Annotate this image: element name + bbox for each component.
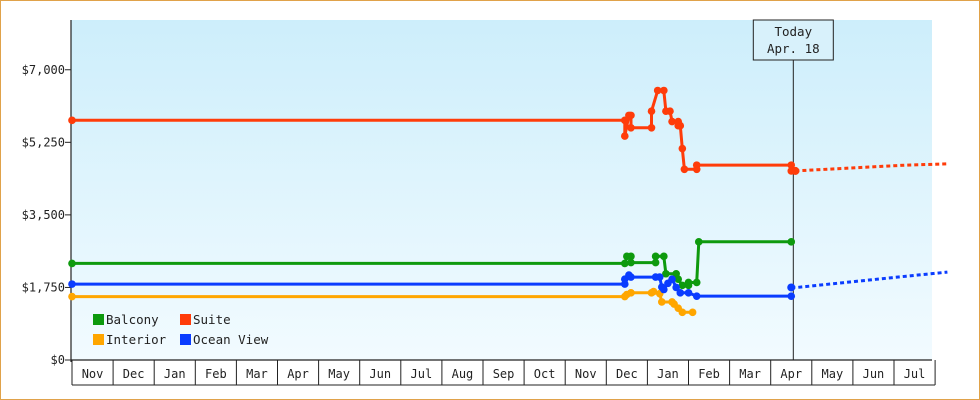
data-point-suite <box>666 107 674 116</box>
legend-label-ocean-view: Ocean View <box>193 332 269 347</box>
x-tick-label: Mar <box>246 367 268 381</box>
x-tick-label: Nov <box>575 367 597 381</box>
data-point-suite <box>668 117 676 126</box>
data-point-suite <box>627 111 635 120</box>
y-tick-label: $0 <box>51 353 65 367</box>
x-tick-label: Jun <box>863 367 885 381</box>
x-tick-label: Jun <box>369 367 391 381</box>
today-label: Today <box>774 24 812 39</box>
data-point-balcony <box>627 258 635 267</box>
x-tick-label: Jul <box>411 367 433 381</box>
data-point-suite <box>692 161 701 169</box>
data-point-interior <box>649 287 658 296</box>
x-tick-label: Aug <box>452 367 474 381</box>
data-point-interior <box>688 308 697 317</box>
legend-swatch-ocean-view <box>180 334 191 345</box>
data-point-balcony <box>684 278 693 287</box>
data-point-suite <box>680 165 689 174</box>
today-box <box>752 19 834 61</box>
data-point-ocean-view <box>655 273 664 281</box>
x-tick-label: Feb <box>205 367 227 381</box>
data-point-ocean-view <box>692 292 701 300</box>
legend-label-balcony: Balcony <box>106 312 159 327</box>
data-point-balcony <box>694 238 703 246</box>
data-point-ocean-view <box>672 283 680 292</box>
legend-swatch-interior <box>93 334 104 345</box>
y-tick-label: $7,000 <box>22 63 65 77</box>
data-point-ocean-view <box>787 283 796 292</box>
x-tick-label: Jan <box>164 367 186 381</box>
data-point-suite <box>653 86 662 95</box>
data-point-balcony <box>692 278 701 287</box>
data-point-balcony <box>662 269 670 278</box>
x-tick-label: Feb <box>698 367 720 381</box>
x-tick-label: Apr <box>780 367 802 381</box>
x-tick-label: Mar <box>739 367 761 381</box>
data-point-ocean-view <box>627 273 635 281</box>
legend-swatch-suite <box>180 314 191 325</box>
data-point-ocean-view <box>68 280 76 288</box>
data-point-suite <box>68 116 76 125</box>
data-point-suite <box>787 161 796 169</box>
series-projection-suite <box>795 162 948 173</box>
series-group <box>68 86 948 317</box>
data-point-interior <box>627 289 635 297</box>
data-point-interior <box>678 308 687 317</box>
data-point-ocean-view <box>684 289 693 297</box>
today-date: Apr. 18 <box>767 41 820 56</box>
y-tick-label: $3,500 <box>22 208 65 222</box>
x-tick-label: May <box>822 367 844 381</box>
data-point-balcony <box>627 252 635 261</box>
data-point-ocean-view <box>787 292 796 300</box>
x-tick-label: Nov <box>82 367 104 381</box>
x-tick-label: Oct <box>534 367 556 381</box>
data-point-balcony <box>787 238 796 246</box>
data-point-suite <box>647 107 656 116</box>
data-point-balcony <box>68 259 76 268</box>
y-tick-label: $5,250 <box>22 135 65 149</box>
legend: Balcony Suite Interior Ocean View <box>93 312 269 347</box>
data-point-ocean-view <box>676 289 685 297</box>
data-point-suite <box>791 166 800 175</box>
data-point-ocean-view <box>660 285 668 294</box>
x-tick-label: Sep <box>493 367 515 381</box>
data-point-suite <box>627 124 635 132</box>
x-tick-label: Apr <box>287 367 309 381</box>
data-point-balcony <box>651 252 660 261</box>
legend-label-interior: Interior <box>106 332 167 347</box>
x-axis: Nov Dec Jan Feb Mar Apr May Jun Jul Aug Sep Oct Nov D… <box>71 360 936 386</box>
legend-swatch-balcony <box>93 314 104 325</box>
today-marker: Today Apr. 18 <box>752 19 834 360</box>
data-point-balcony <box>651 258 660 267</box>
data-point-interior <box>657 298 666 306</box>
data-point-suite <box>678 144 687 153</box>
plot-background <box>71 20 932 360</box>
data-point-suite <box>660 86 668 95</box>
data-point-suite <box>676 121 685 130</box>
y-axis: $0 $1,750 $3,500 $5,250 $7,000 <box>22 20 932 367</box>
legend-label-suite: Suite <box>193 312 231 327</box>
data-point-balcony <box>660 252 668 261</box>
data-point-balcony <box>678 281 687 290</box>
y-tick-label: $1,750 <box>22 280 65 294</box>
x-tick-label: Jan <box>657 367 679 381</box>
data-point-ocean-view <box>668 275 676 283</box>
x-tick-label: Jul <box>904 367 926 381</box>
x-tick-label: May <box>328 367 350 381</box>
data-point-balcony <box>674 275 683 283</box>
data-point-suite <box>620 132 629 140</box>
data-point-balcony <box>620 259 629 268</box>
x-tick-label: Dec <box>123 367 145 381</box>
data-point-interior <box>68 292 76 301</box>
x-tick-label: Dec <box>616 367 638 381</box>
data-point-suite <box>647 124 656 132</box>
